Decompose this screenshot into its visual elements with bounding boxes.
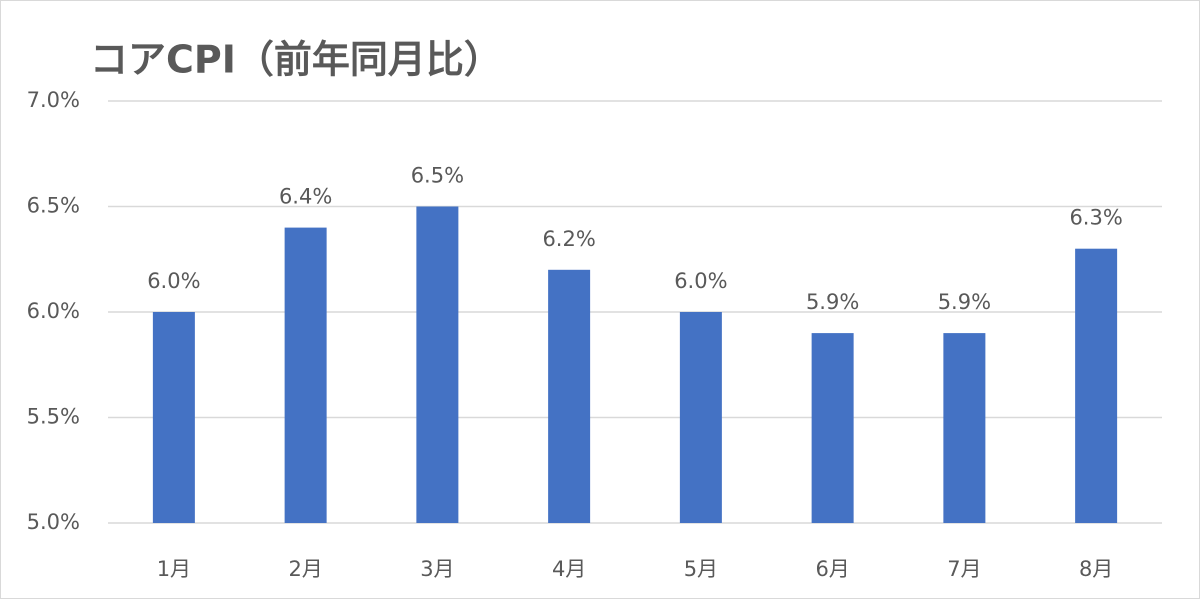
data-label: 6.5%	[411, 164, 464, 188]
y-tick-label: 5.5%	[27, 405, 80, 429]
bar	[152, 312, 195, 523]
x-tick-label: 6月	[815, 557, 849, 581]
y-tick-label: 6.0%	[27, 299, 80, 323]
data-label: 6.0%	[674, 269, 727, 293]
bar	[811, 333, 854, 523]
bar	[943, 333, 986, 523]
data-label: 6.2%	[542, 227, 595, 251]
y-tick-label: 6.5%	[27, 194, 80, 218]
y-tick-label: 5.0%	[27, 510, 80, 534]
x-tick-label: 5月	[684, 557, 718, 581]
data-label: 5.9%	[938, 290, 991, 314]
data-label: 6.4%	[279, 185, 332, 209]
data-label: 6.3%	[1069, 206, 1122, 230]
x-tick-label: 2月	[288, 557, 322, 581]
x-tick-label: 1月	[157, 557, 191, 581]
bar	[416, 206, 459, 523]
x-tick-label: 7月	[947, 557, 981, 581]
x-tick-label: 4月	[552, 557, 586, 581]
bar	[679, 312, 722, 523]
data-label: 6.0%	[147, 269, 200, 293]
x-tick-label: 8月	[1079, 557, 1113, 581]
y-tick-label: 7.0%	[27, 88, 80, 112]
x-tick-label: 3月	[420, 557, 454, 581]
bar	[284, 227, 327, 523]
bar	[1075, 248, 1118, 523]
chart-title: コアCPI（前年同月比）	[90, 38, 502, 82]
data-label: 5.9%	[806, 290, 859, 314]
bar	[548, 269, 591, 523]
